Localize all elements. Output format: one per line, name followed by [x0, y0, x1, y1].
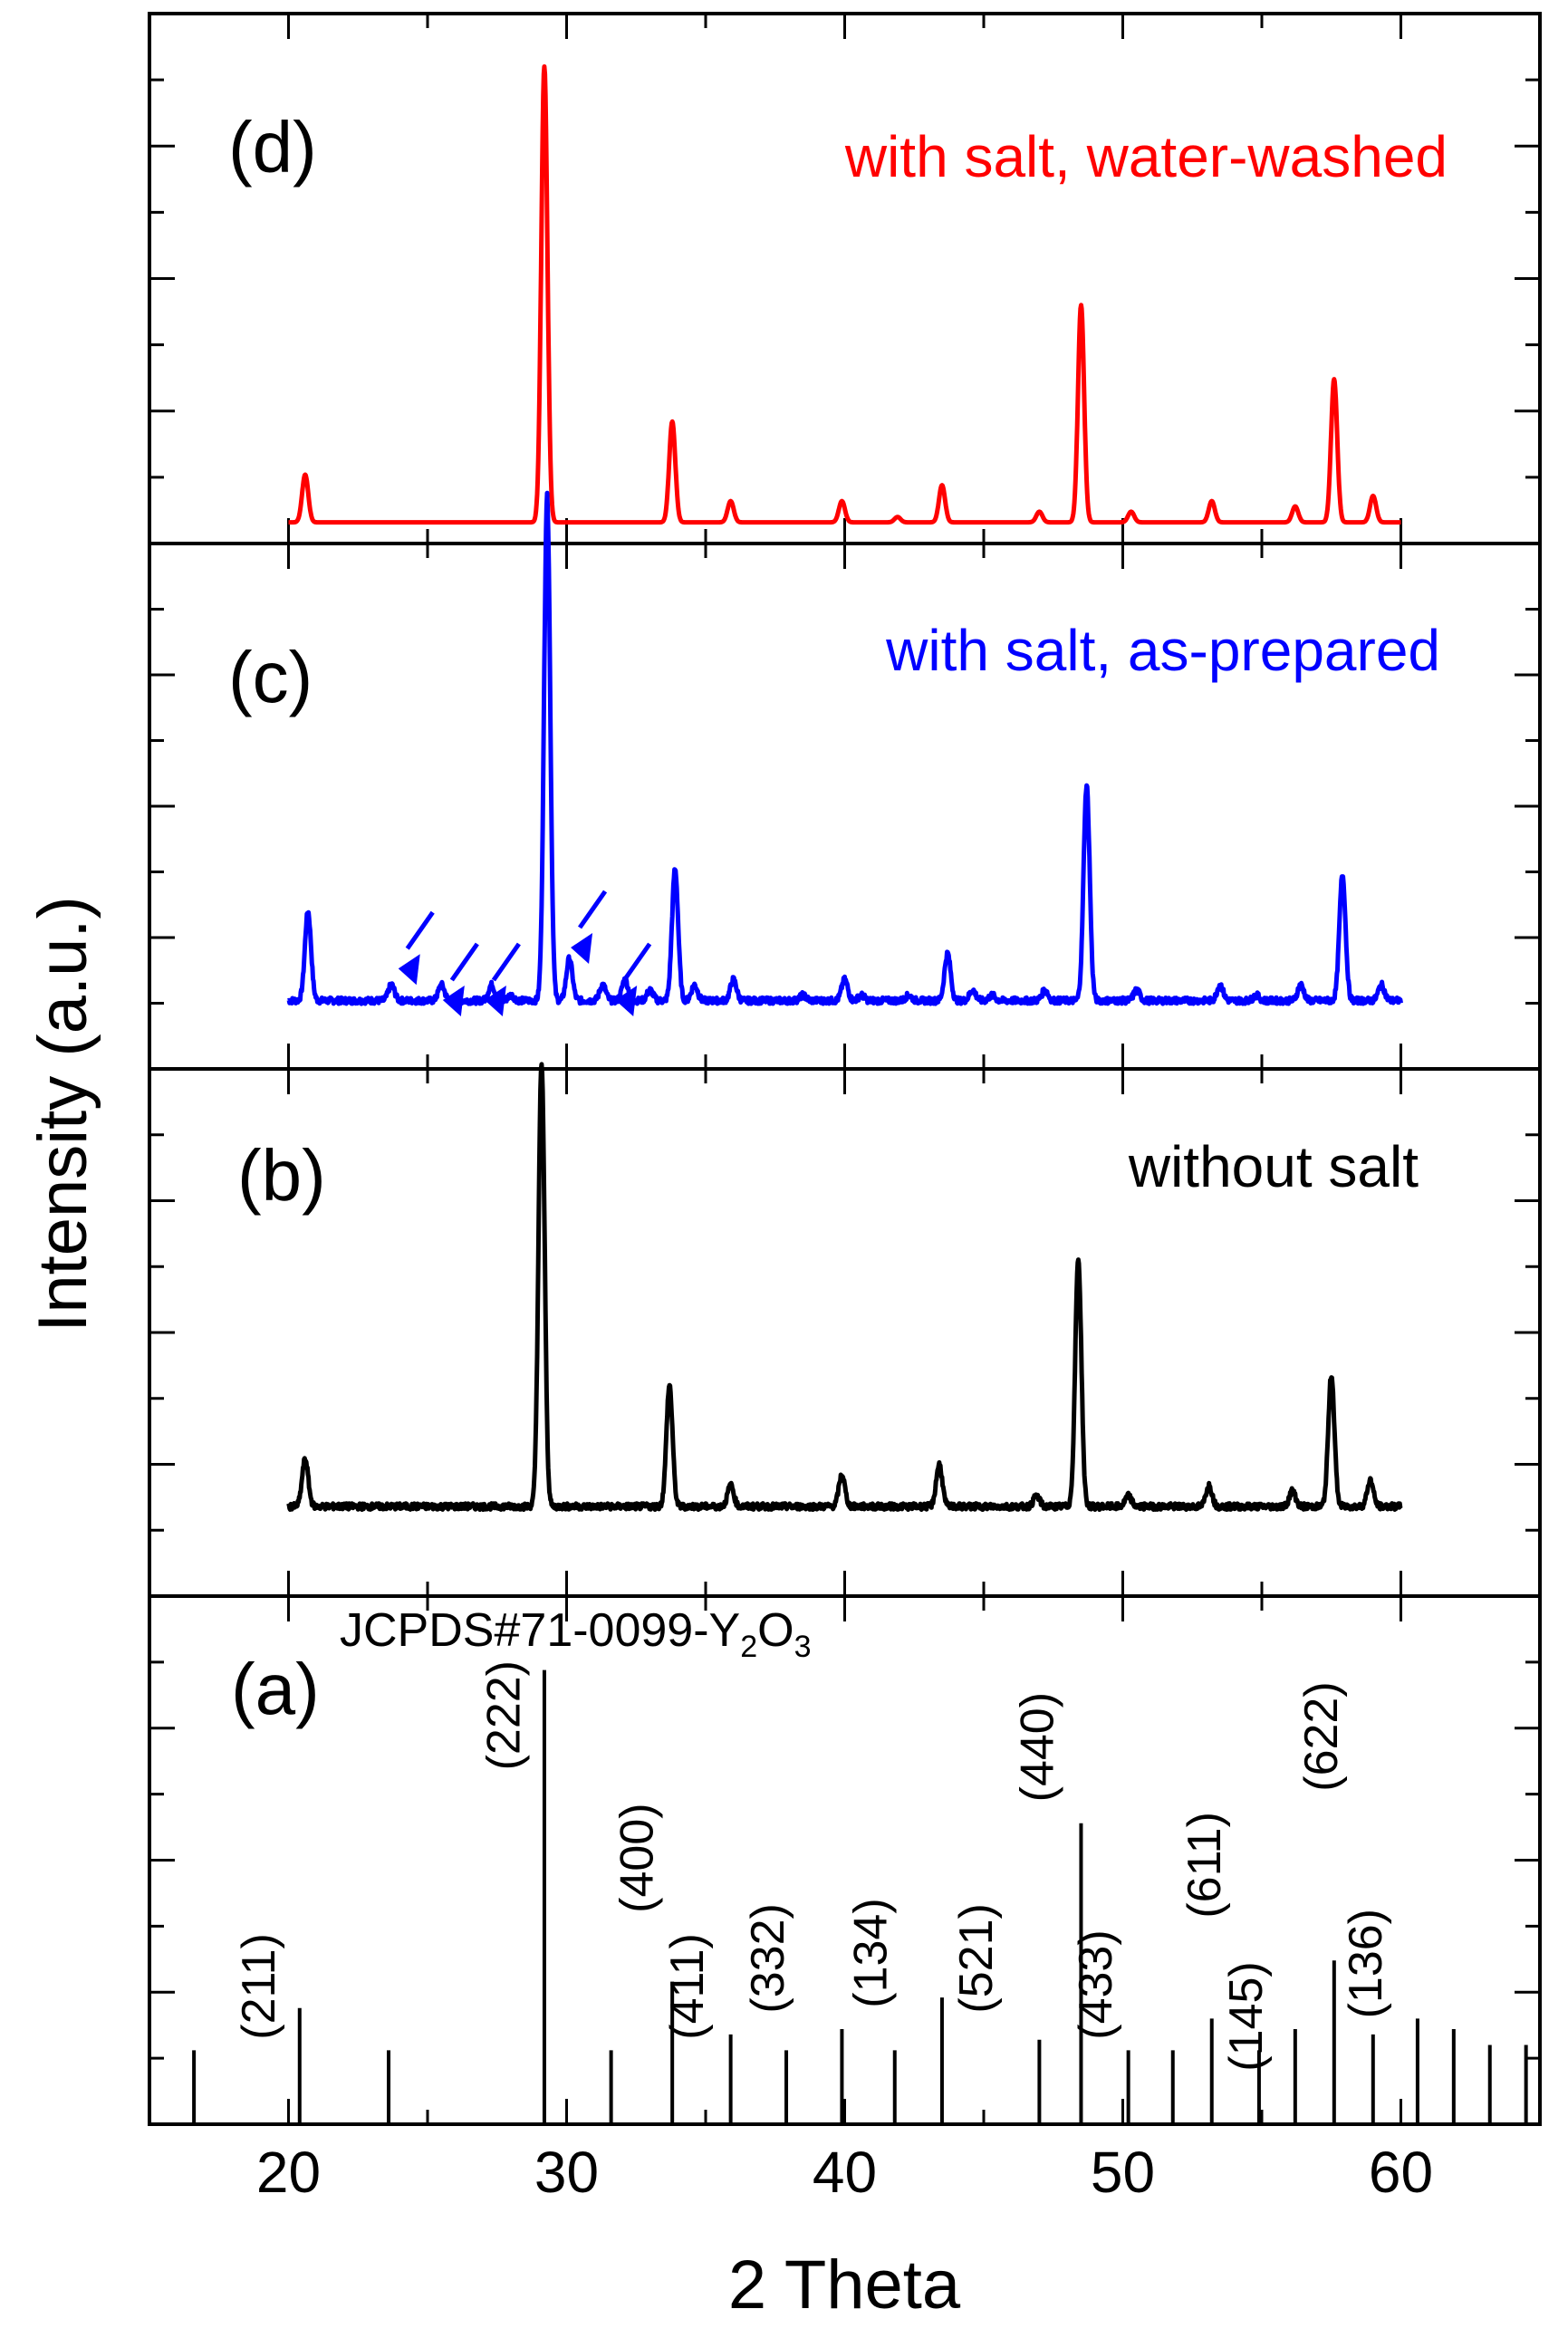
peak-arrow-head [615, 986, 638, 1016]
peak-arrow-2 [484, 942, 521, 1016]
sample-label-c: with salt, as-prepared [885, 618, 1440, 683]
xrd-curve-c [286, 490, 1403, 1006]
peak-arrow-head [442, 986, 465, 1016]
x-tick-label-50: 50 [1091, 2140, 1155, 2205]
x-axis: 20 30 40 50 60 [256, 2140, 1433, 2205]
hkl-label-5: (134) [845, 1898, 898, 2007]
peak-arrow-head [398, 954, 420, 986]
panel-label-c: (c) [228, 637, 313, 717]
y-axis-title: Intensity (a.u.) [24, 896, 101, 1333]
x-axis-title: 2 Theta [728, 2247, 961, 2324]
hkl-label-9: (611) [1178, 1812, 1231, 1919]
hkl-label-0: (211) [233, 1933, 285, 2040]
reference-title-sub1: 2 [740, 1630, 757, 1664]
hkl-label-4: (332) [742, 1903, 794, 2013]
peak-arrow-0 [398, 910, 435, 986]
peak-arrow-shaft [449, 942, 479, 982]
reference-title-mid: O [757, 1604, 794, 1657]
panel-label-a: (a) [231, 1649, 320, 1729]
peak-arrow-shaft [622, 942, 652, 982]
reference-title-main: JCPDS#71-0099-Y [340, 1604, 740, 1657]
x-tick-label-20: 20 [256, 2140, 321, 2205]
hkl-label-8: (433) [1070, 1929, 1122, 2039]
peak-arrow-4 [615, 942, 652, 1016]
hkl-label-3: (411) [661, 1933, 714, 2040]
x-tick-label-30: 30 [534, 2140, 599, 2205]
panel-label-d: (d) [228, 107, 317, 188]
peak-arrow-shaft [405, 910, 435, 950]
panel-a-reference: (211) (222) (400) (411) (332) (134) (521) (440)… [148, 1594, 1542, 2126]
peak-arrow-shaft [578, 890, 608, 929]
peak-arrow-head [484, 986, 506, 1016]
xrd-curve-d [286, 64, 1403, 525]
peak-arrow-shaft [491, 942, 521, 982]
hkl-label-10: (145) [1220, 1961, 1273, 2071]
peak-arrow-3 [571, 890, 608, 964]
hkl-label-6: (521) [950, 1903, 1003, 2013]
reference-title: JCPDS#71-0099-Y2O3 [340, 1604, 812, 1664]
peak-arrow-1 [442, 942, 479, 1016]
sample-label-b: without salt [1128, 1134, 1419, 1199]
hkl-label-1: (222) [477, 1660, 530, 1770]
hkl-label-2: (400) [611, 1803, 664, 1912]
xrd-curve-b [286, 1062, 1403, 1512]
panel-label-b: (b) [237, 1135, 326, 1216]
sample-label-d: with salt, water-washed [844, 124, 1448, 189]
peak-arrow-head [571, 933, 593, 964]
hkl-label-11: (622) [1295, 1681, 1348, 1791]
x-tick-label-60: 60 [1369, 2140, 1433, 2205]
x-tick-label-40: 40 [813, 2140, 877, 2205]
hkl-label-12: (136) [1340, 1909, 1392, 2018]
hkl-label-7: (440) [1012, 1692, 1064, 1802]
reference-title-sub2: 3 [794, 1630, 812, 1664]
